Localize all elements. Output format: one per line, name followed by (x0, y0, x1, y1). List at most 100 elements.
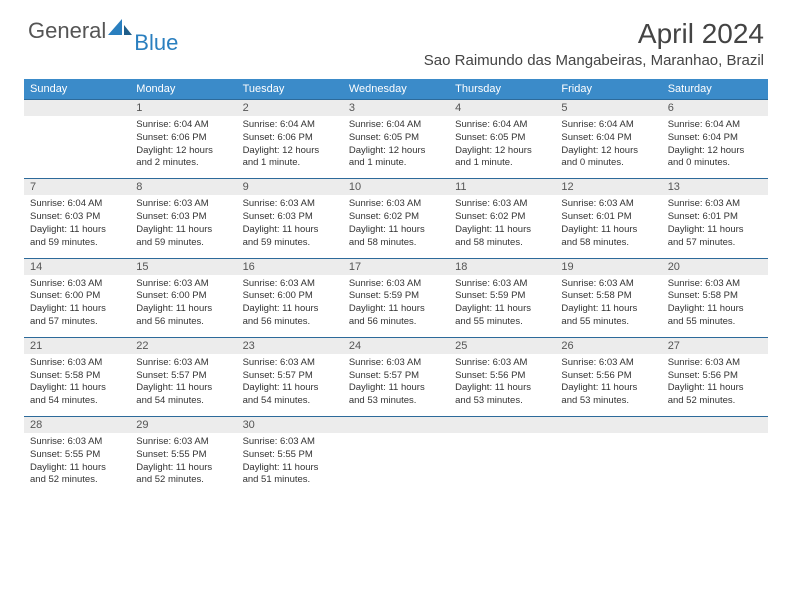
sunset-text: Sunset: 6:06 PM (243, 132, 337, 145)
day-number-cell: 6 (662, 100, 768, 117)
daylight-text: Daylight: 11 hours and 55 minutes. (455, 303, 549, 329)
week-info-row: Sunrise: 6:04 AMSunset: 6:06 PMDaylight:… (24, 116, 768, 179)
daylight-text: Daylight: 11 hours and 53 minutes. (561, 382, 655, 408)
sunrise-text: Sunrise: 6:03 AM (349, 278, 443, 291)
day-number-cell: 28 (24, 417, 130, 434)
page-header: General Blue April 2024 Sao Raimundo das… (0, 0, 792, 73)
day-info-cell: Sunrise: 6:04 AMSunset: 6:04 PMDaylight:… (555, 116, 661, 179)
daylight-text: Daylight: 12 hours and 0 minutes. (561, 145, 655, 171)
day-number-cell: 11 (449, 179, 555, 196)
day-header-row: SundayMondayTuesdayWednesdayThursdayFrid… (24, 79, 768, 100)
day-number-cell: 20 (662, 258, 768, 275)
day-number-cell: 23 (237, 337, 343, 354)
daylight-text: Daylight: 11 hours and 56 minutes. (243, 303, 337, 329)
day-info-cell: Sunrise: 6:03 AMSunset: 5:57 PMDaylight:… (130, 354, 236, 417)
day-number-cell: 18 (449, 258, 555, 275)
day-info-cell: Sunrise: 6:03 AMSunset: 5:56 PMDaylight:… (449, 354, 555, 417)
sunrise-text: Sunrise: 6:03 AM (30, 436, 124, 449)
sunrise-text: Sunrise: 6:03 AM (30, 357, 124, 370)
month-title: April 2024 (424, 18, 764, 50)
daylight-text: Daylight: 12 hours and 2 minutes. (136, 145, 230, 171)
daylight-text: Daylight: 12 hours and 0 minutes. (668, 145, 762, 171)
location-text: Sao Raimundo das Mangabeiras, Maranhao, … (424, 52, 764, 69)
day-info-cell: Sunrise: 6:03 AMSunset: 5:58 PMDaylight:… (662, 275, 768, 338)
day-info-cell: Sunrise: 6:04 AMSunset: 6:06 PMDaylight:… (130, 116, 236, 179)
sunset-text: Sunset: 5:58 PM (30, 370, 124, 383)
day-info-cell: Sunrise: 6:03 AMSunset: 6:00 PMDaylight:… (237, 275, 343, 338)
sunrise-text: Sunrise: 6:03 AM (243, 198, 337, 211)
day-info-cell: Sunrise: 6:03 AMSunset: 5:55 PMDaylight:… (24, 433, 130, 495)
sunset-text: Sunset: 5:56 PM (455, 370, 549, 383)
day-number-cell: 17 (343, 258, 449, 275)
sunrise-text: Sunrise: 6:04 AM (349, 119, 443, 132)
sunrise-text: Sunrise: 6:03 AM (136, 357, 230, 370)
sunset-text: Sunset: 5:56 PM (668, 370, 762, 383)
day-info-cell: Sunrise: 6:03 AMSunset: 6:01 PMDaylight:… (662, 195, 768, 258)
daylight-text: Daylight: 11 hours and 54 minutes. (243, 382, 337, 408)
day-info-cell: Sunrise: 6:03 AMSunset: 5:56 PMDaylight:… (555, 354, 661, 417)
calendar-table: SundayMondayTuesdayWednesdayThursdayFrid… (24, 79, 768, 495)
logo-text-blue: Blue (134, 30, 178, 56)
day-info-cell: Sunrise: 6:03 AMSunset: 5:59 PMDaylight:… (343, 275, 449, 338)
day-header-cell: Sunday (24, 79, 130, 100)
logo-text-general: General (28, 18, 106, 44)
sunrise-text: Sunrise: 6:03 AM (455, 278, 549, 291)
day-number-cell (343, 417, 449, 434)
daylight-text: Daylight: 12 hours and 1 minute. (243, 145, 337, 171)
week-daynum-row: 14151617181920 (24, 258, 768, 275)
day-info-cell: Sunrise: 6:04 AMSunset: 6:06 PMDaylight:… (237, 116, 343, 179)
day-info-cell (555, 433, 661, 495)
day-info-cell: Sunrise: 6:04 AMSunset: 6:03 PMDaylight:… (24, 195, 130, 258)
day-number-cell: 15 (130, 258, 236, 275)
sunrise-text: Sunrise: 6:03 AM (136, 278, 230, 291)
sunrise-text: Sunrise: 6:04 AM (668, 119, 762, 132)
sunset-text: Sunset: 5:59 PM (455, 290, 549, 303)
day-number-cell (555, 417, 661, 434)
day-info-cell: Sunrise: 6:03 AMSunset: 5:57 PMDaylight:… (237, 354, 343, 417)
day-number-cell: 4 (449, 100, 555, 117)
day-info-cell: Sunrise: 6:04 AMSunset: 6:04 PMDaylight:… (662, 116, 768, 179)
day-number-cell: 29 (130, 417, 236, 434)
sunrise-text: Sunrise: 6:03 AM (561, 198, 655, 211)
day-info-cell (24, 116, 130, 179)
sunset-text: Sunset: 5:55 PM (30, 449, 124, 462)
sunset-text: Sunset: 5:56 PM (561, 370, 655, 383)
daylight-text: Daylight: 11 hours and 56 minutes. (349, 303, 443, 329)
day-number-cell: 16 (237, 258, 343, 275)
day-number-cell: 2 (237, 100, 343, 117)
day-number-cell: 19 (555, 258, 661, 275)
day-number-cell: 9 (237, 179, 343, 196)
day-header-cell: Tuesday (237, 79, 343, 100)
sunset-text: Sunset: 6:03 PM (30, 211, 124, 224)
sunset-text: Sunset: 6:03 PM (243, 211, 337, 224)
sunset-text: Sunset: 6:05 PM (349, 132, 443, 145)
sunset-text: Sunset: 5:57 PM (349, 370, 443, 383)
daylight-text: Daylight: 11 hours and 57 minutes. (30, 303, 124, 329)
day-header-cell: Friday (555, 79, 661, 100)
sunrise-text: Sunrise: 6:03 AM (561, 278, 655, 291)
day-number-cell: 25 (449, 337, 555, 354)
day-info-cell: Sunrise: 6:03 AMSunset: 6:01 PMDaylight:… (555, 195, 661, 258)
day-number-cell (449, 417, 555, 434)
daylight-text: Daylight: 11 hours and 53 minutes. (455, 382, 549, 408)
daylight-text: Daylight: 11 hours and 51 minutes. (243, 462, 337, 488)
day-info-cell (343, 433, 449, 495)
day-header-cell: Saturday (662, 79, 768, 100)
day-number-cell: 13 (662, 179, 768, 196)
daylight-text: Daylight: 11 hours and 57 minutes. (668, 224, 762, 250)
daylight-text: Daylight: 11 hours and 52 minutes. (136, 462, 230, 488)
daylight-text: Daylight: 11 hours and 53 minutes. (349, 382, 443, 408)
day-header-cell: Thursday (449, 79, 555, 100)
day-info-cell: Sunrise: 6:03 AMSunset: 5:58 PMDaylight:… (24, 354, 130, 417)
day-info-cell: Sunrise: 6:03 AMSunset: 5:56 PMDaylight:… (662, 354, 768, 417)
day-info-cell: Sunrise: 6:04 AMSunset: 6:05 PMDaylight:… (343, 116, 449, 179)
daylight-text: Daylight: 11 hours and 58 minutes. (561, 224, 655, 250)
sunrise-text: Sunrise: 6:04 AM (455, 119, 549, 132)
day-info-cell: Sunrise: 6:03 AMSunset: 5:58 PMDaylight:… (555, 275, 661, 338)
day-info-cell: Sunrise: 6:03 AMSunset: 6:02 PMDaylight:… (343, 195, 449, 258)
daylight-text: Daylight: 11 hours and 56 minutes. (136, 303, 230, 329)
day-info-cell: Sunrise: 6:04 AMSunset: 6:05 PMDaylight:… (449, 116, 555, 179)
sunset-text: Sunset: 5:57 PM (136, 370, 230, 383)
sunset-text: Sunset: 5:59 PM (349, 290, 443, 303)
day-number-cell: 27 (662, 337, 768, 354)
